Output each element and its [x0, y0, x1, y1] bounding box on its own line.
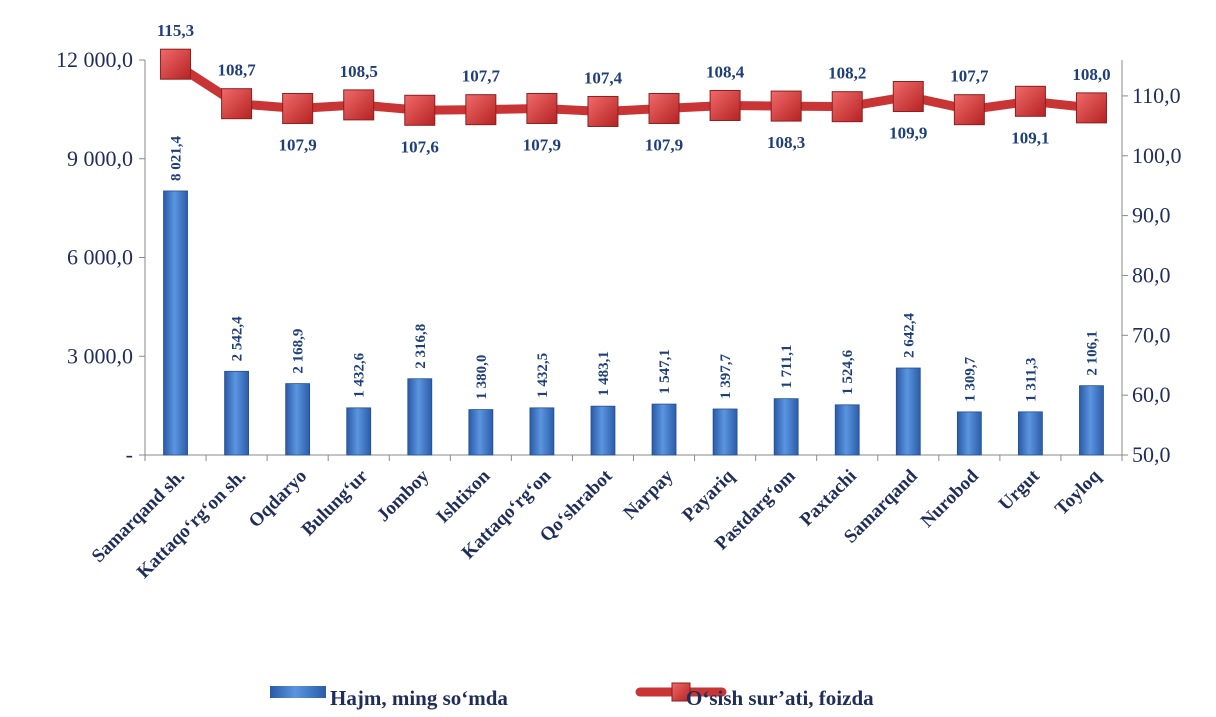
bar-value-label: 8 021,4	[169, 135, 185, 181]
legend-line-label: O‘sish sur’ati, foizda	[686, 686, 874, 710]
legend-bar-label: Hajm, ming so‘mda	[330, 686, 508, 710]
line-value-label: 115,3	[157, 21, 194, 40]
line-value-label: 107,9	[523, 135, 561, 154]
category-label: Ishtixon	[432, 465, 494, 527]
bar	[895, 367, 921, 456]
category-labels: Samarqand sh.Kattaqo‘rg‘on sh.OqdaryoBul…	[88, 465, 1105, 583]
growth-line	[171, 59, 1096, 116]
bar-value-label: 1 309,7	[962, 356, 978, 402]
category-label: Nurobod	[917, 465, 983, 531]
line-value-label: 107,4	[584, 68, 623, 87]
category-label: Urgut	[995, 465, 1045, 515]
category-label: Narpay	[619, 465, 677, 523]
bar	[956, 411, 982, 456]
bar-value-label: 1 380,0	[474, 355, 490, 400]
line-value-label: 109,9	[889, 124, 927, 143]
bar-value-label: 1 547,1	[657, 349, 673, 394]
line-value-labels: 115,3 108,7 107,9 108,5 107,6 107,7 107,9 107,4…	[157, 21, 1111, 156]
legend: Hajm, ming so‘mda O‘sish sur’ati, foizda	[270, 682, 874, 710]
left-tick-label: 6 000,0	[67, 245, 133, 270]
line-value-label: 108,3	[767, 133, 805, 152]
line-marker	[892, 81, 924, 113]
line-value-label: 107,9	[279, 135, 317, 154]
bar-value-label: 2 316,8	[413, 324, 429, 369]
right-tick-label: 60,0	[1132, 382, 1171, 407]
category-label: Toyloq	[1051, 465, 1105, 519]
bar-value-labels: 8 021,4 2 542,4 2 168,9 1 432,6 2 316,8 1 380…	[169, 135, 1101, 401]
right-tick-label: 50,0	[1132, 442, 1171, 467]
right-tick-label: 90,0	[1132, 203, 1171, 228]
line-value-label: 108,4	[706, 62, 745, 81]
bar	[285, 383, 311, 456]
bar	[529, 407, 555, 456]
bar-value-label: 1 311,3	[1023, 358, 1039, 402]
line-value-label: 109,1	[1011, 128, 1049, 147]
line-marker	[282, 92, 314, 124]
line-marker	[831, 91, 863, 123]
line-marker	[221, 88, 253, 120]
bar-value-label: 2 642,4	[901, 313, 917, 359]
line-marker	[587, 95, 619, 127]
line-value-label: 107,9	[645, 135, 683, 154]
left-tick-label: 12 000,0	[56, 47, 133, 72]
bar	[468, 409, 494, 456]
bar	[163, 190, 188, 456]
line-marker	[160, 48, 192, 80]
left-tick-label: 3 000,0	[67, 343, 133, 368]
bar	[651, 403, 677, 456]
bar	[1079, 385, 1104, 456]
line-marker	[770, 90, 802, 122]
bar	[712, 408, 738, 456]
axes: - 3 000,0 6 000,0 9 000,0 12 000,0 50,0 60,0 70…	[56, 47, 1182, 467]
bar	[407, 378, 433, 456]
line-value-label: 107,7	[950, 67, 989, 86]
right-tick-label: 80,0	[1132, 262, 1171, 287]
category-label: Kattaqo‘rg‘on sh.	[133, 466, 250, 583]
line-marker	[343, 89, 375, 121]
category-label: Jomboy	[373, 465, 434, 526]
bar-value-label: 1 432,6	[352, 352, 368, 398]
line-marker	[465, 94, 497, 126]
legend-line-marker	[671, 682, 691, 702]
bar	[346, 407, 372, 456]
bar-value-label: 1 524,6	[840, 349, 856, 395]
category-label: Bulung‘ur	[298, 465, 373, 540]
line-marker	[648, 92, 680, 124]
bar-series	[163, 190, 1104, 456]
bar-value-label: 1 483,1	[596, 351, 612, 396]
line-value-label: 107,7	[462, 67, 501, 86]
line-value-label: 108,0	[1072, 65, 1110, 84]
left-tick-label: 9 000,0	[67, 146, 133, 171]
bar-value-label: 1 711,1	[779, 344, 795, 388]
right-tick-label: 110,0	[1132, 83, 1181, 108]
bar	[1018, 411, 1043, 456]
right-tick-label: 100,0	[1132, 143, 1182, 168]
category-label: Payariq	[678, 465, 739, 526]
legend-bar-swatch	[270, 686, 326, 698]
line-marker	[709, 89, 741, 121]
line-marker	[1075, 92, 1107, 124]
line-marker	[1014, 85, 1046, 117]
bar-value-label: 2 542,4	[230, 316, 246, 362]
bar	[224, 370, 249, 456]
line-value-label: 108,7	[217, 61, 256, 80]
line-marker	[404, 94, 436, 126]
bar	[773, 398, 799, 456]
line-marker	[526, 92, 558, 124]
bar-value-label: 1 432,5	[535, 353, 551, 398]
line-value-label: 107,6	[401, 137, 439, 156]
line-value-label: 108,2	[828, 64, 866, 83]
bar-value-label: 2 168,9	[291, 329, 307, 374]
bar-value-label: 2 106,1	[1084, 331, 1100, 376]
line-series	[160, 48, 1107, 127]
bar-value-label: 1 397,7	[718, 353, 734, 399]
left-tick-label: -	[126, 442, 133, 467]
right-tick-label: 70,0	[1132, 322, 1171, 347]
line-value-label: 108,5	[340, 62, 378, 81]
bar	[834, 404, 860, 456]
bar	[590, 405, 616, 456]
line-marker	[953, 94, 985, 126]
